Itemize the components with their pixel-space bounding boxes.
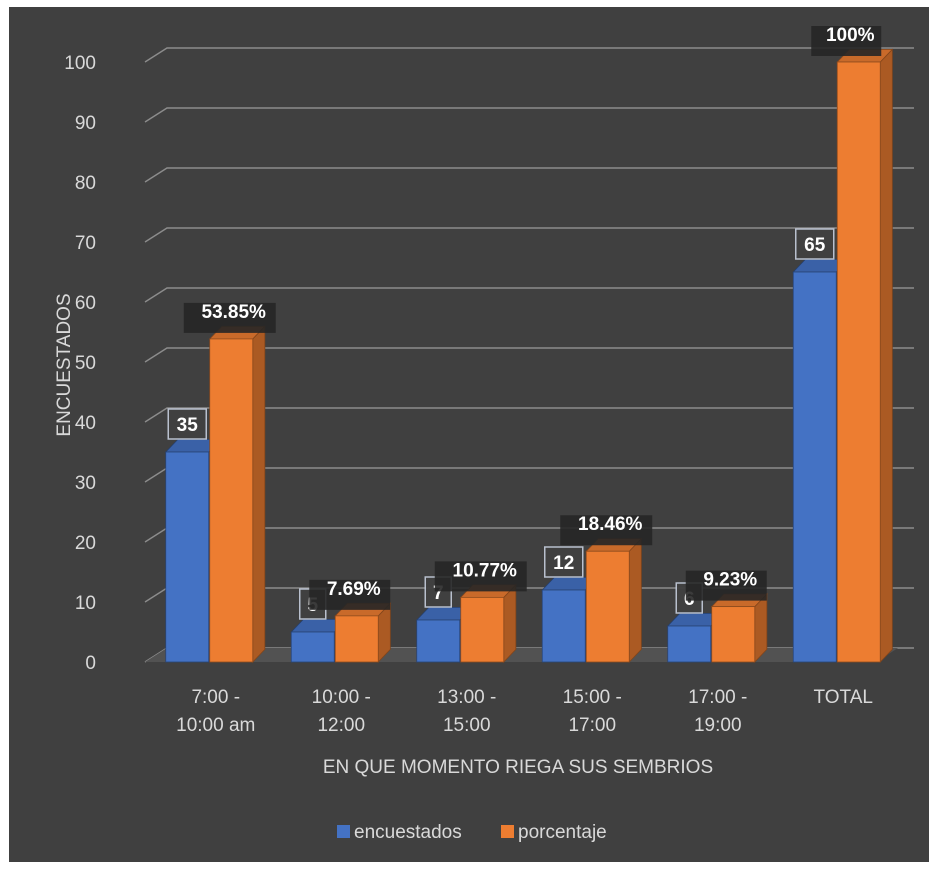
legend-label-porcentaje: porcentaje [518, 822, 607, 843]
legend-swatch-encuestados [337, 825, 350, 838]
data-label-box [167, 408, 207, 440]
gridline [144, 47, 914, 63]
gridline [144, 407, 914, 423]
y-tick-label: 100 [64, 53, 96, 74]
data-label-shadow [811, 26, 882, 56]
y-tick-label: 50 [75, 353, 96, 374]
data-label: 10.77% [453, 560, 518, 581]
x-tick-label: 10:00 -12:00 [312, 687, 371, 736]
y-tick-label: 70 [75, 233, 96, 254]
gridline [144, 167, 914, 183]
data-label: 9.23% [703, 570, 757, 591]
x-tick-label: 17:00 -19:00 [688, 687, 747, 736]
y-tick-label: 60 [75, 293, 96, 314]
legend: encuestados porcentaje [337, 822, 607, 843]
y-tick-label: 80 [75, 173, 96, 194]
gridline [144, 347, 914, 363]
bar-porcentaje [585, 537, 643, 663]
data-label-shadow [309, 579, 391, 610]
bar-porcentaje [208, 325, 266, 663]
bar-porcentaje [334, 602, 392, 663]
data-label-box [795, 228, 835, 260]
data-label-box [544, 546, 584, 578]
data-label-shadow [434, 561, 527, 592]
chart-background [9, 7, 929, 862]
x-tick-label: 13:00 -15:00 [437, 687, 496, 736]
x-axis-title: EN QUE MOMENTO RIEGA SUS SEMBRIOS [323, 757, 713, 778]
gridline [144, 287, 914, 303]
y-tick-label: 0 [85, 653, 96, 674]
y-tick-label: 30 [75, 473, 96, 494]
bar-porcentaje [710, 593, 768, 663]
bar-porcentaje [836, 48, 894, 663]
data-label-shadow [685, 570, 767, 601]
bar-porcentaje [459, 583, 517, 663]
y-tick-label: 40 [75, 413, 96, 434]
data-label: 35 [177, 415, 199, 436]
gridline [144, 227, 914, 243]
data-label: 12 [553, 553, 574, 574]
y-tick-label: 90 [75, 113, 96, 134]
x-tick-label: TOTAL [814, 687, 873, 708]
data-label: 53.85% [202, 302, 267, 323]
data-label: 65 [804, 235, 826, 256]
data-label-shadow [560, 515, 653, 546]
legend-label-encuestados: encuestados [354, 822, 462, 843]
data-label: 18.46% [578, 514, 643, 535]
x-tick-label: 15:00 -17:00 [563, 687, 622, 736]
data-label-shadow [183, 302, 276, 333]
y-axis-title: ENCUESTADOS [54, 293, 75, 436]
data-label: 7.69% [327, 579, 381, 600]
data-label: 100% [826, 25, 875, 46]
y-tick-label: 10 [75, 593, 96, 614]
y-tick-label: 20 [75, 533, 96, 554]
data-label: 7 [433, 583, 444, 604]
x-tick-label: 7:00 -10:00 am [176, 687, 255, 736]
gridline [144, 107, 914, 123]
legend-swatch-porcentaje [501, 825, 514, 838]
